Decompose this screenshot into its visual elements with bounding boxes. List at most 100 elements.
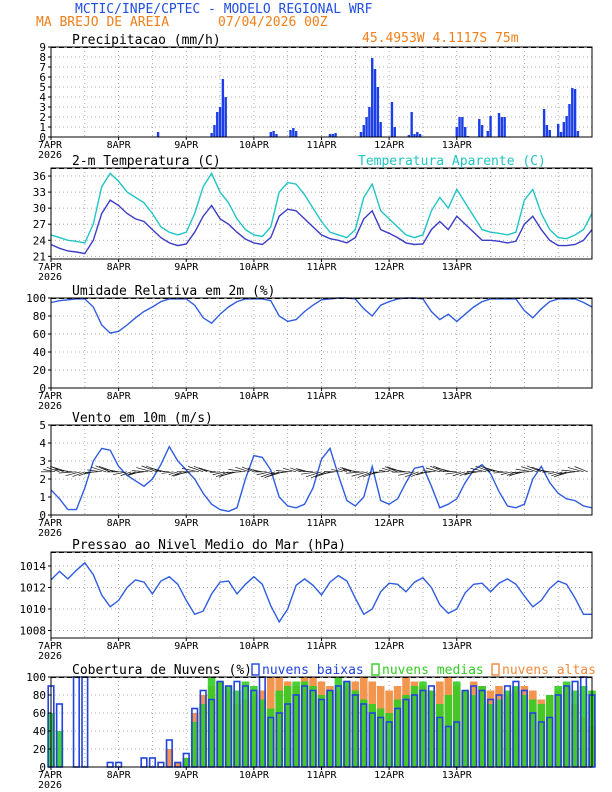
y-tick-label: 0 [39, 131, 46, 144]
cloud-bar-mid [241, 681, 250, 767]
y-tick-label: 2 [39, 473, 46, 486]
cloud-bar-mid [512, 686, 520, 767]
precip-bar [390, 102, 394, 137]
cloud-bar-mid [309, 686, 317, 767]
y-tick-label: 4 [39, 91, 46, 104]
wind-arrow [551, 471, 563, 477]
precip-bar [362, 125, 365, 137]
wind-arrow [136, 467, 153, 473]
wind-arrow [357, 471, 373, 478]
y-tick-label: 80 [33, 310, 46, 323]
cloud-bar-mid [283, 686, 292, 767]
y-tick-label: 60 [33, 328, 46, 341]
wind-arrow [343, 469, 360, 473]
x-tick-label: 7APR [38, 641, 63, 652]
x-year-label: 2026 [38, 780, 62, 791]
wind-arrow [465, 471, 478, 475]
legend-swatch [371, 663, 380, 676]
cloud-bar-mid [436, 704, 444, 767]
legend-label: nuvens altas [502, 663, 596, 678]
cloud-bar-mid [351, 690, 360, 767]
x-tick-label: 10APR [239, 641, 270, 652]
x-tick-label: 9APR [174, 641, 199, 652]
y-tick-label: 1014 [20, 560, 47, 573]
x-tick-label: 8APR [107, 262, 132, 273]
cloud-bar-mid [486, 704, 495, 767]
chart-panel: 1008 1010 1012 1014 7APR 8APR 9APR 10APR 11APR 12… [20, 538, 593, 662]
wind-arrow [493, 471, 508, 474]
wind-arrow [282, 467, 297, 473]
y-tick-label: 7 [39, 61, 46, 74]
wind-arrow [500, 471, 512, 476]
y-tick-label: 100 [26, 292, 46, 305]
precip-bar [455, 127, 458, 137]
x-tick-label: 11APR [306, 391, 337, 402]
precip-bar [562, 122, 566, 137]
wind-arrows [41, 465, 588, 479]
wind-arrow [212, 471, 225, 476]
x-tick-label: 9APR [174, 262, 199, 273]
x-year-label: 2026 [38, 272, 62, 283]
precip-bar [393, 127, 396, 137]
precip-bar [224, 97, 227, 137]
cloud-bar-mid [419, 681, 427, 767]
legend-swatch [251, 663, 260, 676]
precip-bar [559, 132, 563, 137]
wind-arrow [113, 471, 128, 475]
y-tick-label: 80 [33, 689, 46, 702]
cloud-bar-mid [385, 713, 393, 767]
precip-bar [576, 131, 580, 137]
x-year-label: 2026 [38, 401, 62, 412]
precip-bar [368, 107, 371, 137]
legend-label: nuvens medias [382, 663, 484, 678]
wind-arrow [188, 466, 204, 473]
wind-arrow [101, 468, 119, 473]
cloud-bar-mid [478, 686, 486, 767]
wind-arrow [557, 471, 576, 475]
x-tick-label: 7APR [38, 391, 63, 402]
precip-bar [545, 125, 549, 137]
x-tick-label: 10APR [239, 262, 270, 273]
precip-bar [365, 117, 368, 137]
wind-arrow [445, 471, 462, 475]
y-tick-label: 27 [33, 218, 46, 231]
cloud-bar-mid [529, 699, 537, 767]
x-tick-label: 13APR [442, 140, 473, 151]
x-tick-label: 8APR [107, 770, 132, 781]
plot-area [51, 168, 592, 259]
panel-title: 2-m Temperatura (C) [72, 154, 221, 169]
wind-arrow [351, 471, 369, 477]
x-tick-label: 8APR [107, 518, 132, 529]
cloud-bar-mid [520, 695, 529, 767]
x-tick-label: 12APR [374, 770, 405, 781]
precip-bar [410, 112, 413, 137]
precip-bar [359, 132, 363, 137]
wind-arrow [372, 471, 385, 473]
precip-bar [489, 116, 492, 137]
run-time-label: 07/04/2026 00Z [218, 15, 328, 30]
x-tick-label: 13APR [442, 391, 473, 402]
precip-bar [568, 104, 571, 137]
y-tick-label: 4 [39, 437, 46, 450]
cloud-bar-mid [317, 695, 326, 767]
precip-bar [334, 133, 337, 137]
wind-arrow [141, 465, 157, 473]
y-tick-label: 1008 [20, 624, 47, 637]
y-tick-label: 3 [39, 455, 46, 468]
precip-bar [556, 124, 560, 137]
cloud-bar-mid [250, 686, 258, 767]
cloud-bar-mid [207, 677, 216, 767]
wind-arrow [536, 469, 550, 473]
y-tick-label: 6 [39, 71, 46, 84]
cloud-bar-mid [545, 695, 554, 767]
precip-bar [292, 128, 295, 137]
wind-arrow [346, 471, 364, 474]
wind-arrow [46, 466, 60, 473]
wind-arrow [470, 468, 487, 473]
wind-arrow [381, 467, 394, 473]
y-tick-label: 8 [39, 51, 46, 64]
x-tick-label: 8APR [107, 140, 132, 151]
precip-bar [275, 134, 278, 137]
wind-arrow [91, 466, 107, 473]
